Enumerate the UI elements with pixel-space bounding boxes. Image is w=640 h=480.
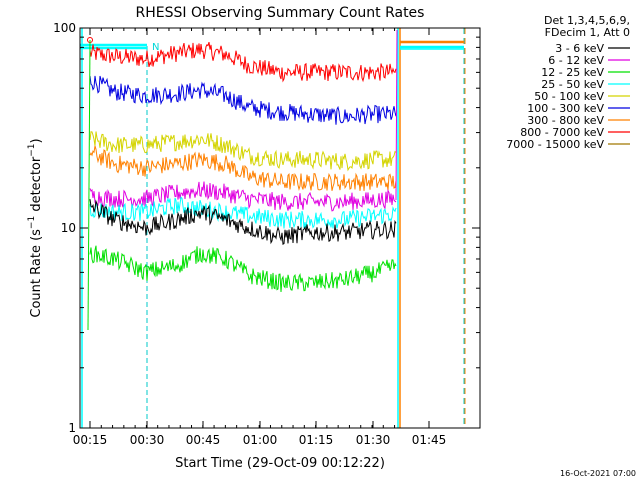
series-6-12-kev [89, 181, 397, 212]
legend-label: 50 - 100 keV [534, 90, 604, 103]
y-axis-label: Count Rate (s−1 detector−1) [27, 138, 44, 317]
legend-label: 25 - 50 keV [541, 78, 604, 91]
series-300-800-kev [89, 145, 397, 191]
legend-label: 300 - 800 keV [527, 114, 604, 127]
legend: Det 1,3,4,5,6,9,FDecim 1, Att 0 3 - 6 keV… [506, 14, 630, 151]
x-tick-label: 00:15 [73, 433, 108, 447]
footer-date: 16-Oct-2021 07:00 [560, 469, 636, 478]
series-group [87, 29, 398, 331]
series-12-25-kev [89, 245, 397, 293]
series-50-100-kev [89, 131, 397, 172]
x-tick-label: 01:30 [356, 433, 391, 447]
legend-label: 6 - 12 keV [548, 54, 604, 67]
legend-header: Det 1,3,4,5,6,9, [544, 14, 630, 27]
x-tick-label: 00:30 [130, 433, 165, 447]
edge-start [87, 39, 91, 331]
orbit-bands [80, 28, 466, 428]
series-800-7000-kev [89, 41, 397, 83]
legend-label: 800 - 7000 keV [520, 126, 604, 139]
axis-ticks: 00:15 00:30 00:45 01:00 01:15 01:30 01:45 1 10 10… [53, 21, 480, 447]
y-tick-label: 100 [53, 21, 76, 35]
flag-label-n: N [152, 42, 159, 53]
series-25-50-kev [89, 196, 397, 229]
plot-frame [79, 27, 481, 429]
x-axis-label: Start Time (29-Oct-09 00:12:22) [175, 456, 385, 471]
edge-rise [395, 29, 398, 201]
legend-label: 3 - 6 keV [555, 42, 604, 55]
y-tick-label: 10 [61, 221, 76, 235]
x-tick-label: 00:45 [186, 433, 221, 447]
axes-box [79, 27, 481, 429]
series-100-300-kev [89, 75, 397, 125]
x-tick-label: 01:45 [412, 433, 447, 447]
legend-label: 12 - 25 keV [541, 66, 604, 79]
legend-header: FDecim 1, Att 0 [545, 26, 630, 39]
series-3-6-kev [89, 199, 397, 246]
x-tick-label: 01:00 [243, 433, 278, 447]
x-tick-label: 01:15 [299, 433, 334, 447]
legend-label: 100 - 300 keV [527, 102, 604, 115]
y-tick-label: 1 [68, 421, 76, 435]
legend-label: 7000 - 15000 keV [506, 138, 604, 151]
chart-title: RHESSI Observing Summary Count Rates [136, 5, 425, 21]
